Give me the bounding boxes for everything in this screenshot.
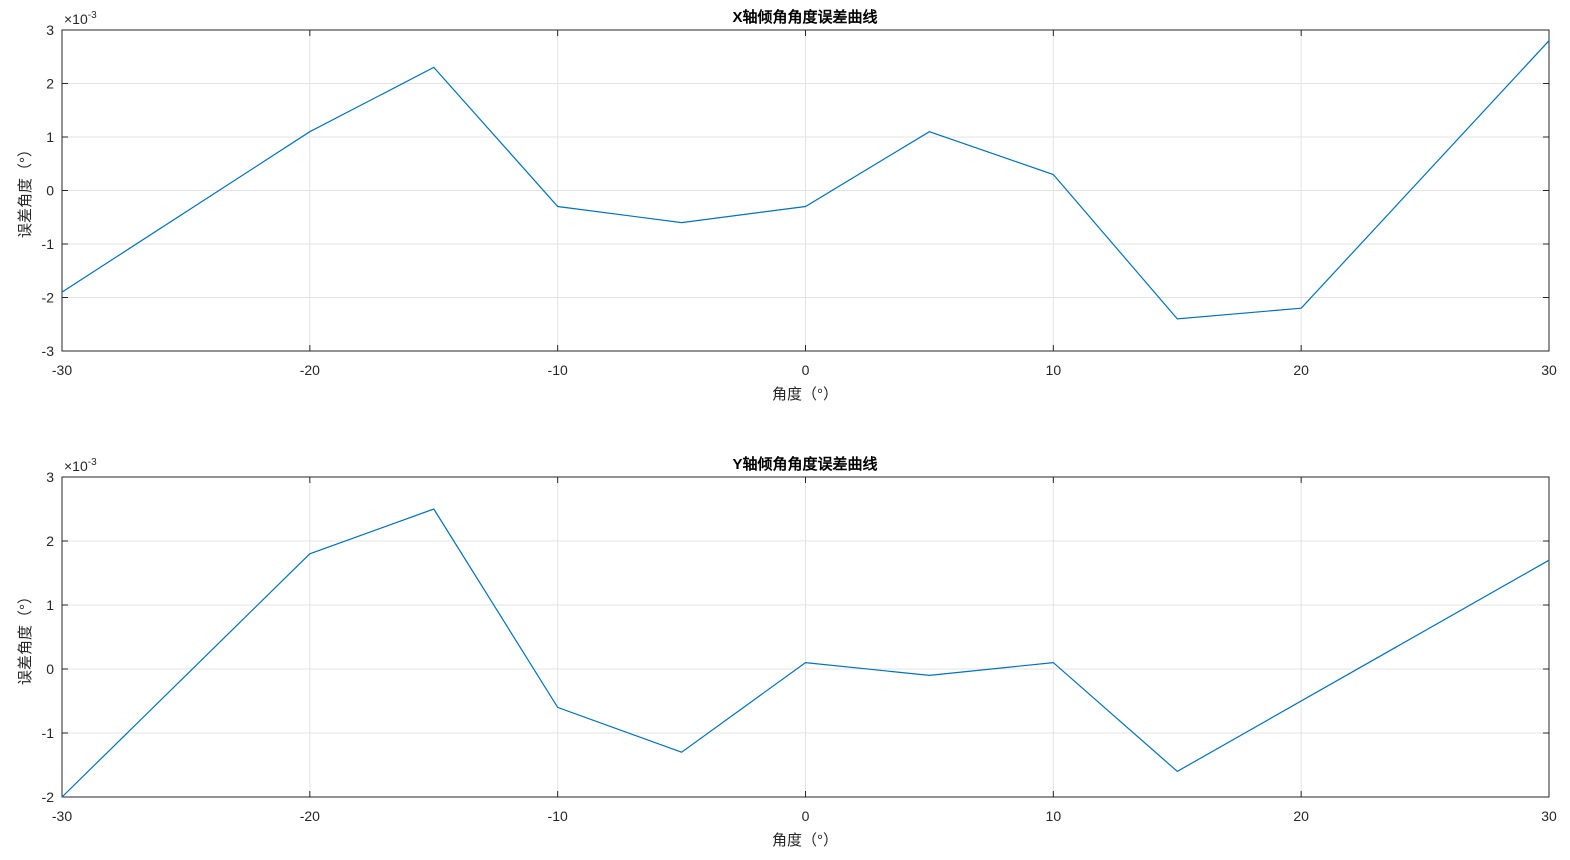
x-axis-label: 角度（°） bbox=[772, 386, 838, 403]
y-tick-label: -2 bbox=[42, 789, 55, 805]
error-line-series bbox=[61, 40, 1550, 320]
y-tick-label: 3 bbox=[46, 22, 54, 38]
y-tick-label: -1 bbox=[42, 236, 55, 252]
x-tick-label: 0 bbox=[802, 808, 810, 824]
x-tick-label: 30 bbox=[1541, 362, 1557, 378]
y-tick-label: 1 bbox=[46, 129, 54, 145]
x-tick-label: 30 bbox=[1541, 808, 1557, 824]
y-tick-label: 1 bbox=[46, 597, 54, 613]
y-tilt-error-chart: Y轴倾角角度误差曲线 角度（°） 误差角度（°） ×10-3 -30 -20 -10… bbox=[17, 455, 1557, 849]
x-tick-label: -20 bbox=[300, 362, 320, 378]
x-tick-label: -30 bbox=[52, 808, 72, 824]
y-exponent: ×10-3 bbox=[64, 10, 97, 27]
x-tick-label: 0 bbox=[802, 362, 810, 378]
y-tick-label: -2 bbox=[42, 290, 55, 306]
y-axis-label: 误差角度（°） bbox=[17, 142, 34, 238]
x-tick-label: -10 bbox=[548, 808, 568, 824]
axes-box bbox=[61, 29, 1550, 352]
axes-box bbox=[61, 476, 1550, 798]
chart-title: Y轴倾角角度误差曲线 bbox=[732, 455, 877, 473]
y-tick-label: 2 bbox=[46, 76, 54, 92]
y-axis-label: 误差角度（°） bbox=[17, 589, 34, 685]
x-axis-label: 角度（°） bbox=[772, 832, 838, 849]
x-tick-label: -10 bbox=[548, 362, 568, 378]
x-tick-label: -30 bbox=[52, 362, 72, 378]
x-tick-label: 20 bbox=[1293, 362, 1309, 378]
x-tick-label: 20 bbox=[1293, 808, 1309, 824]
x-tick-label: 10 bbox=[1046, 362, 1062, 378]
y-tick-label: -3 bbox=[42, 343, 55, 359]
error-line-series bbox=[61, 508, 1550, 798]
y-tick-label: 3 bbox=[46, 469, 54, 485]
x-tilt-error-chart: X轴倾角角度误差曲线 角度（°） 误差角度（°） ×10-3 -30 -20 -10… bbox=[17, 8, 1557, 403]
chart-title: X轴倾角角度误差曲线 bbox=[732, 8, 877, 26]
y-tick-label: -1 bbox=[42, 725, 55, 741]
x-tick-label: 10 bbox=[1046, 808, 1062, 824]
y-tick-label: 0 bbox=[46, 183, 54, 199]
y-exponent: ×10-3 bbox=[64, 457, 97, 474]
y-tick-label: 0 bbox=[46, 661, 54, 677]
x-tick-label: -20 bbox=[300, 808, 320, 824]
y-tick-label: 2 bbox=[46, 533, 54, 549]
